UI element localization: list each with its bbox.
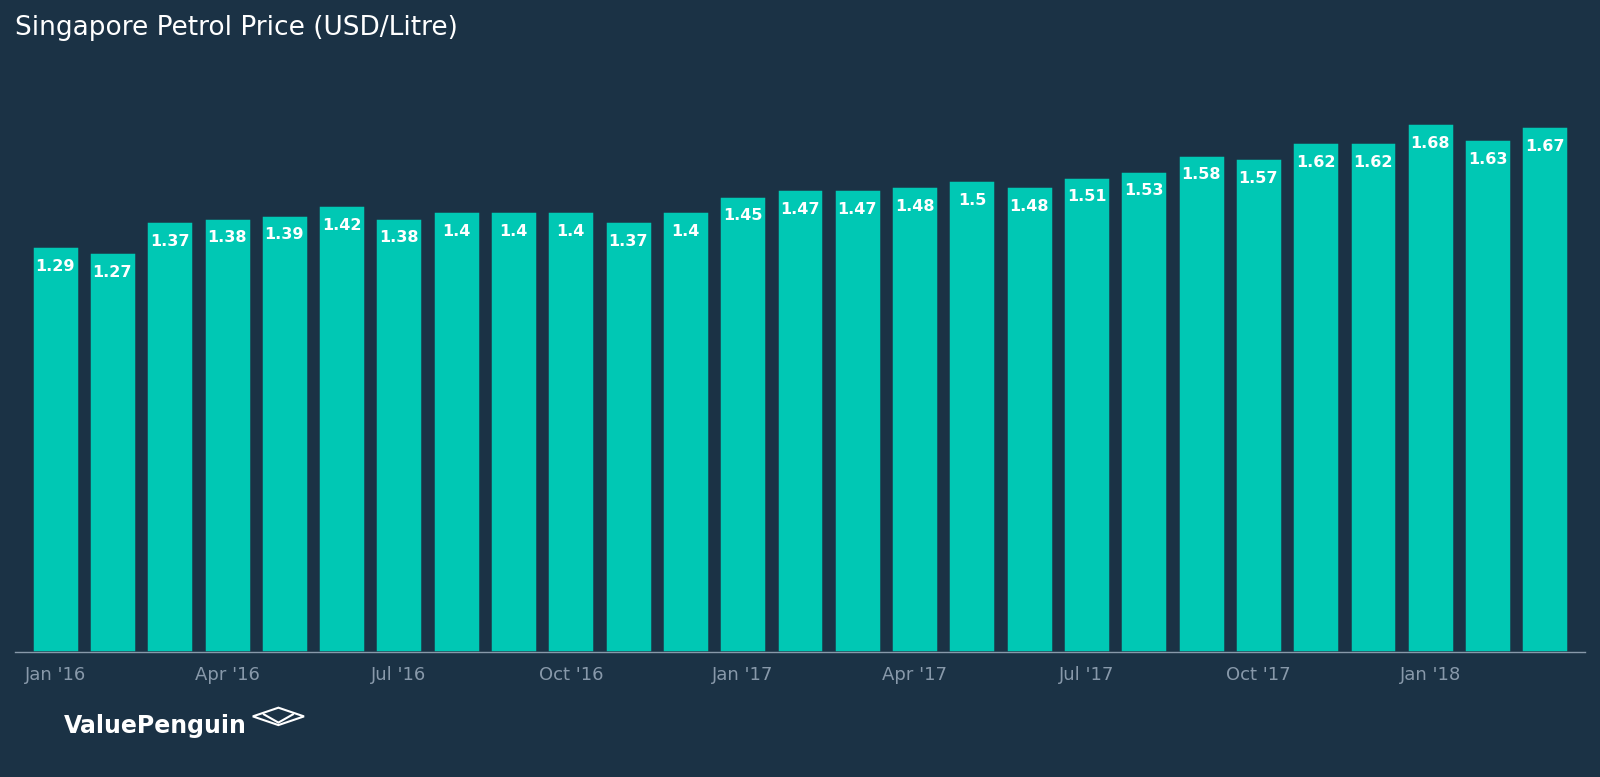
Bar xyxy=(318,205,365,653)
Bar xyxy=(1349,142,1397,653)
Text: 1.63: 1.63 xyxy=(1467,152,1507,166)
Text: 1.45: 1.45 xyxy=(723,208,763,223)
Bar xyxy=(891,186,938,653)
Bar xyxy=(834,190,880,653)
Text: 1.58: 1.58 xyxy=(1181,167,1221,183)
Bar xyxy=(90,253,136,653)
Text: 1.67: 1.67 xyxy=(1525,139,1565,154)
Text: 1.62: 1.62 xyxy=(1296,155,1336,169)
Text: 1.39: 1.39 xyxy=(264,227,304,242)
Text: 1.48: 1.48 xyxy=(894,199,934,214)
Text: 1.53: 1.53 xyxy=(1125,183,1163,198)
Bar xyxy=(720,196,766,653)
Bar xyxy=(32,246,78,653)
Bar xyxy=(1235,158,1282,653)
Text: 1.5: 1.5 xyxy=(958,193,986,207)
Text: 1.51: 1.51 xyxy=(1067,190,1106,204)
Bar xyxy=(1293,142,1339,653)
Bar xyxy=(376,218,422,653)
Bar xyxy=(605,221,651,653)
Bar xyxy=(1178,155,1224,653)
Bar xyxy=(490,211,538,653)
Text: 1.47: 1.47 xyxy=(781,202,819,217)
Text: 1.38: 1.38 xyxy=(379,230,419,246)
Bar xyxy=(949,180,995,653)
Bar xyxy=(1406,124,1454,653)
Text: 1.4: 1.4 xyxy=(442,224,470,239)
Bar xyxy=(1120,170,1168,653)
Bar xyxy=(261,214,307,653)
Text: 1.4: 1.4 xyxy=(672,224,699,239)
Text: 1.37: 1.37 xyxy=(150,234,189,249)
Bar xyxy=(547,211,594,653)
Text: 1.4: 1.4 xyxy=(557,224,586,239)
Text: 1.4: 1.4 xyxy=(499,224,528,239)
Text: 1.27: 1.27 xyxy=(93,265,133,280)
Text: Singapore Petrol Price (USD/Litre): Singapore Petrol Price (USD/Litre) xyxy=(14,15,458,41)
Bar xyxy=(1006,186,1053,653)
Text: 1.47: 1.47 xyxy=(837,202,877,217)
Bar xyxy=(1062,177,1110,653)
Text: ValuePenguin: ValuePenguin xyxy=(64,714,246,738)
Text: 1.29: 1.29 xyxy=(35,259,75,274)
Bar xyxy=(432,211,480,653)
Text: 1.42: 1.42 xyxy=(322,218,362,233)
Text: 1.48: 1.48 xyxy=(1010,199,1050,214)
Text: 1.62: 1.62 xyxy=(1354,155,1392,169)
Text: 1.38: 1.38 xyxy=(208,230,246,246)
Text: 1.37: 1.37 xyxy=(608,234,648,249)
Bar xyxy=(662,211,709,653)
Bar xyxy=(203,218,251,653)
Bar xyxy=(776,190,824,653)
Bar xyxy=(1464,139,1510,653)
Bar xyxy=(1522,127,1568,653)
Text: 1.68: 1.68 xyxy=(1411,136,1450,151)
Text: 1.57: 1.57 xyxy=(1238,170,1278,186)
Bar xyxy=(146,221,194,653)
